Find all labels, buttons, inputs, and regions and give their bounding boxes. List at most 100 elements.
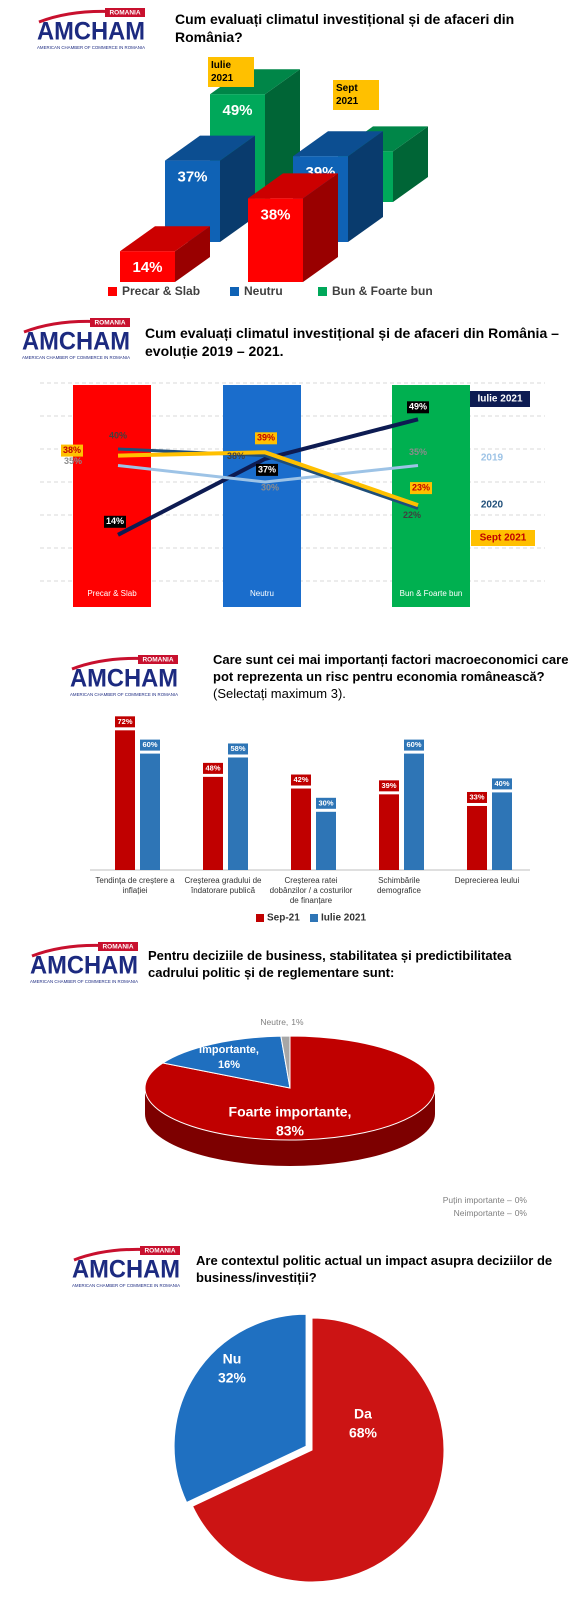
value-label-box bbox=[104, 515, 126, 528]
logo-badge bbox=[98, 942, 138, 951]
x-tick-label: Deprecierea leului bbox=[454, 876, 520, 885]
slice-label: Neutre, 1% bbox=[260, 1017, 304, 1027]
legend-swatch bbox=[310, 914, 318, 922]
bar-top bbox=[120, 226, 210, 252]
value-label: 39% bbox=[257, 433, 275, 443]
value-label: 37% bbox=[258, 464, 276, 474]
value-label: 48% bbox=[205, 763, 220, 772]
logo-caption: AMERICAN CHAMBER OF COMMERCE IN ROMANIA bbox=[22, 355, 131, 360]
slice-label-name: Neutre, bbox=[260, 1017, 288, 1027]
value-label: 60% bbox=[406, 740, 421, 749]
value-label-box bbox=[404, 739, 424, 751]
slice-label: Puțin importante –0% bbox=[443, 1195, 528, 1205]
legend-label: Precar & Slab bbox=[122, 284, 200, 298]
value-label: 35% bbox=[64, 456, 82, 466]
pie-side bbox=[145, 1088, 435, 1166]
value-label: 0% bbox=[515, 1208, 528, 1218]
slice-label: Nu bbox=[223, 1351, 242, 1367]
slice-label-name: Neimportante – bbox=[454, 1208, 512, 1218]
line bbox=[117, 464, 419, 484]
logo-name: AMCHAM bbox=[37, 18, 145, 46]
bar-top bbox=[165, 135, 255, 161]
chart-title: Cum evaluați climatul investițional și d… bbox=[145, 325, 559, 360]
logo-badge bbox=[105, 8, 145, 17]
value-label-box bbox=[61, 444, 83, 457]
legend-box bbox=[471, 530, 535, 546]
value-label: 37% bbox=[177, 169, 207, 186]
x-tick-label: Schimbările demografice bbox=[376, 876, 422, 895]
legend-label: 2019 bbox=[481, 453, 504, 464]
bar-side bbox=[348, 131, 383, 242]
line bbox=[117, 447, 419, 510]
value-label-box bbox=[410, 482, 432, 495]
chart-title: Pentru deciziile de business, stabilitat… bbox=[148, 948, 512, 980]
legend-swatch bbox=[318, 287, 327, 296]
bar-side bbox=[220, 135, 255, 242]
value-label: 49% bbox=[409, 402, 427, 412]
value-label: 33% bbox=[469, 792, 484, 801]
value-label-box bbox=[379, 780, 399, 792]
value-label-box bbox=[316, 797, 336, 809]
legend-swatch bbox=[230, 287, 239, 296]
chart-title-text: Care sunt cei mai importanți factori mac… bbox=[213, 652, 569, 684]
value-label-box bbox=[467, 791, 487, 803]
category-band bbox=[392, 385, 470, 607]
legend-label: Neutru bbox=[244, 284, 283, 298]
value-label: 60% bbox=[142, 740, 157, 749]
value-label: 68% bbox=[349, 1425, 378, 1441]
category-band bbox=[73, 385, 151, 607]
value-label-box bbox=[203, 762, 223, 774]
value-label: 42% bbox=[293, 775, 308, 784]
value-label-box bbox=[140, 739, 160, 751]
line bbox=[117, 450, 419, 507]
value-label: 16% bbox=[218, 1059, 240, 1071]
value-label: 49% bbox=[222, 102, 252, 119]
value-label: 40% bbox=[494, 779, 509, 788]
value-label-box bbox=[115, 716, 135, 728]
bar bbox=[467, 805, 487, 870]
legend-label: Bun & Foarte bun bbox=[332, 284, 433, 298]
logo-badge-text: ROMANIA bbox=[144, 1248, 175, 1255]
category-band bbox=[223, 385, 301, 607]
bar bbox=[291, 788, 311, 870]
logo-caption: AMERICAN CHAMBER OF COMMERCE IN ROMANIA bbox=[72, 1283, 181, 1288]
bar bbox=[228, 757, 248, 870]
chart-title: Are contextul politic actual un impact a… bbox=[196, 1253, 553, 1285]
pie-slice bbox=[173, 1313, 307, 1504]
value-label: 72% bbox=[117, 717, 132, 726]
value-label: 23% bbox=[412, 482, 430, 492]
bar-side bbox=[303, 173, 338, 282]
logo-badge bbox=[140, 1246, 180, 1255]
slice-label: Importante, bbox=[199, 1044, 259, 1056]
bar-side bbox=[393, 126, 428, 202]
x-tick-label: Precar & Slab bbox=[87, 589, 137, 598]
x-tick-label: Neutru bbox=[250, 589, 274, 598]
value-label: 39% bbox=[381, 781, 396, 790]
pie-slice bbox=[191, 1317, 445, 1583]
value-label: 14% bbox=[106, 516, 124, 526]
value-label-box bbox=[228, 743, 248, 755]
value-label: 30% bbox=[261, 482, 279, 492]
value-label-box bbox=[492, 778, 512, 790]
bar bbox=[316, 811, 336, 870]
x-tick-label: Tendința de creștere a inflației bbox=[95, 876, 175, 895]
legend-swatch bbox=[108, 287, 117, 296]
chart-subtitle: (Selectați maximum 3). bbox=[213, 685, 346, 701]
slice-label: Da bbox=[354, 1406, 372, 1422]
bar bbox=[404, 753, 424, 870]
bar bbox=[120, 251, 175, 282]
bar bbox=[140, 753, 160, 870]
bar bbox=[115, 730, 135, 870]
bar bbox=[492, 792, 512, 870]
pie-slice bbox=[161, 1035, 291, 1089]
value-label: 38% bbox=[63, 445, 81, 455]
logo-badge-text: ROMANIA bbox=[142, 657, 173, 664]
value-label: 38% bbox=[227, 451, 245, 461]
value-label-box bbox=[256, 463, 278, 476]
value-label: 32% bbox=[218, 1370, 247, 1386]
bar-side bbox=[265, 69, 300, 202]
